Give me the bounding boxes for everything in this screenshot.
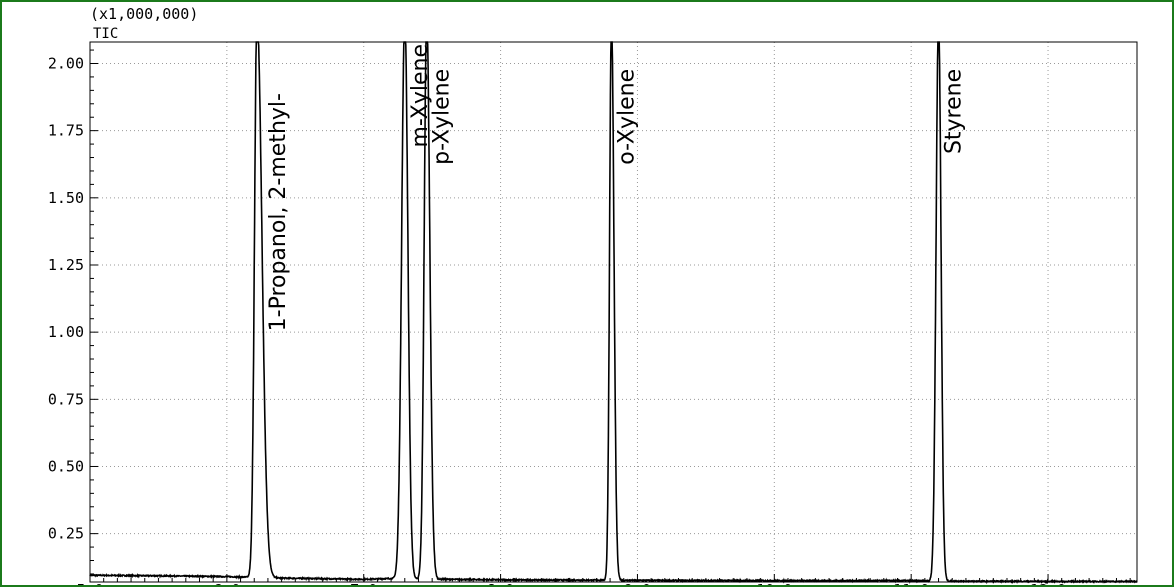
x-tick-label: 10.0	[756, 581, 792, 585]
tic-trace-line	[89, 41, 1138, 585]
y-tick-label: 2.00	[48, 54, 84, 72]
plot-area	[89, 41, 1138, 583]
x-tick-label: 11.0	[893, 581, 929, 585]
x-tick-label: 9.0	[624, 581, 651, 585]
y-tick-label: 0.75	[48, 390, 84, 408]
grid-layer	[89, 42, 1137, 582]
y-tick-label: 0.25	[48, 525, 84, 543]
y-tick-label: 1.75	[48, 122, 84, 140]
x-tick-label: 6.0	[213, 581, 240, 585]
x-tick-label: 8.0	[487, 581, 514, 585]
peak-label: o-Xylene	[614, 69, 639, 165]
trace-label: TIC	[93, 26, 118, 42]
peak-label: Styrene	[942, 69, 967, 154]
peak-label: p-Xylene	[430, 69, 455, 165]
trace-layer	[89, 41, 1138, 585]
x-tick-label: 7.0	[350, 581, 377, 585]
y-tick-label: 1.00	[48, 323, 84, 341]
peak-label: m-Xylene	[408, 44, 433, 148]
y-multiplier-label: (x1,000,000)	[90, 5, 198, 23]
x-tick-label: 12.0	[1030, 581, 1066, 585]
peak-label: 1-Propanol, 2-methyl-	[266, 93, 291, 331]
x-tick-label: 5.0	[76, 581, 103, 585]
axes-layer: 5.0 6.0 7.0 8.0 9.0 10.0 11.0 12.0 0.25 0.50 0.75 1…	[48, 49, 1131, 585]
y-tick-label: 1.50	[48, 189, 84, 207]
y-tick-label: 1.25	[48, 256, 84, 274]
y-tick-label: 0.50	[48, 457, 84, 475]
